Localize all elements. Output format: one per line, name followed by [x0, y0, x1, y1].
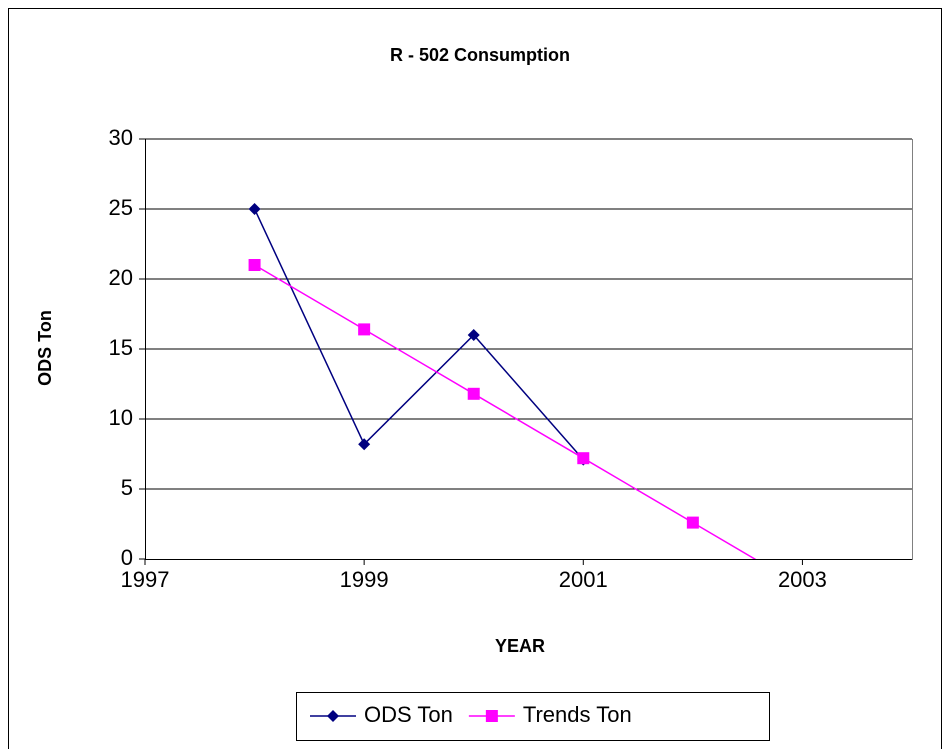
y-axis-label: ODS Ton	[35, 310, 55, 386]
x-tick-label: 2001	[559, 567, 608, 592]
chart-title: R - 502 Consumption	[390, 45, 570, 65]
y-tick-label: 20	[109, 265, 133, 290]
plot-layer	[248, 203, 757, 559]
marker	[467, 387, 480, 400]
x-tick-label: 2003	[778, 567, 827, 592]
marker	[358, 438, 371, 451]
x-axis-label: YEAR	[495, 636, 545, 656]
legend-marker	[485, 710, 498, 722]
marker	[467, 329, 480, 341]
series-line	[254, 264, 757, 559]
marker	[358, 323, 371, 336]
chart-frame	[8, 8, 942, 749]
y-tick-label: 25	[109, 195, 133, 220]
y-tick-label: 10	[109, 405, 133, 430]
marker	[248, 259, 261, 271]
legend-box	[296, 692, 770, 741]
x-tick-label: 1997	[121, 567, 170, 592]
legend-label: ODS Ton	[364, 702, 453, 727]
marker	[248, 203, 261, 215]
x-tick-label: 1999	[340, 567, 389, 592]
y-tick-label: 30	[109, 125, 133, 150]
legend-marker	[327, 710, 339, 722]
marker	[577, 452, 590, 465]
legend-label: Trends Ton	[523, 702, 632, 727]
y-tick-label: 15	[109, 335, 133, 360]
y-tick-label: 0	[121, 545, 133, 570]
marker	[686, 516, 699, 529]
y-tick-label: 5	[121, 475, 133, 500]
series-line	[253, 208, 584, 461]
